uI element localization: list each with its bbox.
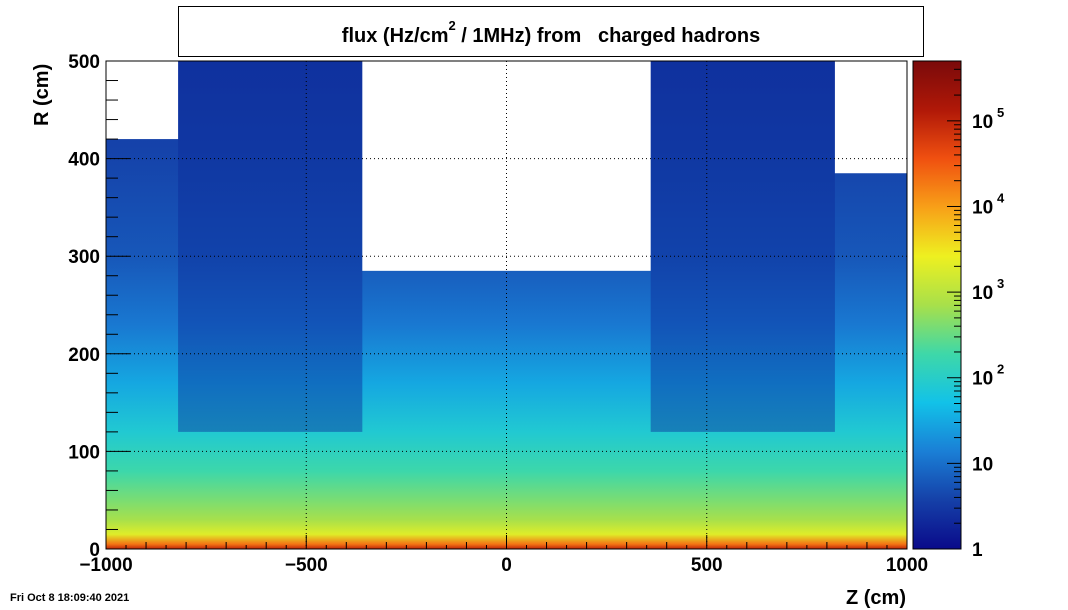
x-tick-label: 1000 [886,555,928,576]
y-axis-title: R (cm) [31,64,53,126]
y-tick-label: 0 [89,540,100,561]
color-bar-label: 10 [972,197,993,218]
color-bar: 1 10 10 2 10 3 10 4 10 5 [912,60,1005,561]
color-bar-label: 10 [972,112,993,133]
x-axis-title: Z (cm) [846,587,906,609]
y-tick-label: 300 [68,247,100,268]
y-tick-label: 500 [68,52,100,73]
color-bar-label: 10 [972,283,993,304]
color-bar-gradient [912,60,962,550]
endcap-band-1 [650,61,835,432]
color-bar-label: 10 [972,454,993,475]
x-tick-label: −500 [285,555,328,576]
axes: −1000 −500 0 500 1000 0 100 200 300 400 500 [68,52,928,576]
y-tick-label: 100 [68,442,100,463]
color-bar-label: 10 [972,369,993,390]
timestamp: Fri Oct 8 18:09:40 2021 [10,592,130,604]
empty-region-right [834,61,907,174]
grid [106,61,907,549]
color-bar-exponent: 5 [997,105,1004,120]
y-tick-label: 200 [68,345,100,366]
x-tick-label: 0 [501,555,512,576]
color-bar-exponent: 2 [997,362,1004,377]
chart-title: flux (Hz/cm2 / 1MHz) from charged hadron… [341,18,761,47]
color-bar-exponent: 3 [997,276,1004,291]
title-box: flux (Hz/cm2 / 1MHz) from charged hadron… [178,6,924,57]
x-tick-label: −1000 [79,555,132,576]
y-tick-label: 400 [68,150,100,171]
empty-region-left [106,61,179,140]
x-tick-label: 500 [691,555,723,576]
color-bar-label: 1 [972,540,983,561]
endcap-band-0 [178,61,363,432]
color-bar-exponent: 4 [997,190,1005,205]
